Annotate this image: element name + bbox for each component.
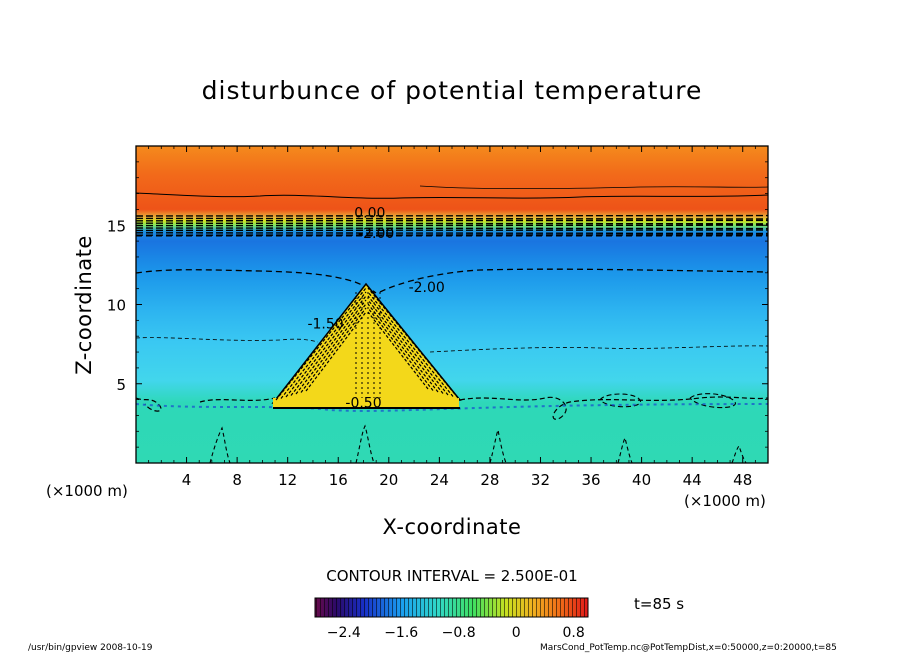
x-tick-label: 44 <box>683 471 702 489</box>
x-tick-label: 48 <box>733 471 752 489</box>
contour-label: -2.00 <box>358 226 394 242</box>
mountain-contour <box>300 307 367 393</box>
colorbar-stripes <box>315 598 588 617</box>
dense-contour <box>135 222 769 225</box>
colorbar-tick-label: −1.6 <box>384 625 418 641</box>
mountain-base <box>273 398 459 408</box>
colorbar-ticks: −2.4 −1.6 −0.8 0 0.8 <box>327 625 585 641</box>
chart-title: disturbunce of potential temperature <box>201 76 703 105</box>
mountain-contour <box>367 295 449 396</box>
x-tick-label: 8 <box>232 471 242 489</box>
x-tick-label: 24 <box>430 471 449 489</box>
mountain-contour <box>305 311 367 392</box>
x-tick-label: 20 <box>379 471 398 489</box>
dense-contour <box>135 227 769 230</box>
dense-contour <box>135 232 769 235</box>
contour-line <box>135 337 319 343</box>
x-tick-label: 40 <box>632 471 651 489</box>
z-axis-unit: (×1000 m) <box>46 482 128 500</box>
x-tick-label: 36 <box>581 471 600 489</box>
mountain-hatch <box>273 287 460 409</box>
contour-line <box>199 397 276 403</box>
x-axis-unit: (×1000 m) <box>684 492 766 510</box>
mountain-contour <box>367 303 439 393</box>
x-axis: 4 8 12 16 20 24 28 32 36 40 44 48 <box>148 146 756 489</box>
mountain-contour <box>367 311 429 390</box>
dense-contour-band <box>135 214 769 237</box>
contour-line <box>731 444 747 464</box>
mountain-contour <box>367 291 454 397</box>
y-axis-label: Z-coordinate <box>72 235 96 375</box>
colorbar-tick-label: −2.4 <box>327 625 361 641</box>
mountain-contour <box>275 287 367 401</box>
contour-line <box>135 403 769 412</box>
colorbar-tick-label: 0.8 <box>562 625 584 641</box>
contour-line <box>135 192 769 199</box>
y-tick-label: 10 <box>107 297 126 315</box>
contour-label: 0.00 <box>354 205 385 221</box>
contour-line <box>135 397 162 412</box>
contour-labels: 0.00 -2.00 -2.00 -1.50 -0.50 <box>307 205 444 411</box>
contour-label: -1.50 <box>307 316 343 332</box>
y-tick-label: 5 <box>116 376 126 394</box>
contour-line <box>689 393 736 409</box>
contour-label: -0.50 <box>345 396 381 412</box>
mountain-contour <box>285 295 367 398</box>
x-tick-label: 4 <box>182 471 192 489</box>
mountain-contour <box>367 307 434 391</box>
x-axis-label: X-coordinate <box>382 515 522 539</box>
plot-background <box>136 146 768 463</box>
contour-line <box>429 345 769 353</box>
x-tick-label: 16 <box>329 471 348 489</box>
contour-line <box>209 426 231 464</box>
time-label: t=85 s <box>634 595 685 613</box>
mountain-contour <box>295 303 367 395</box>
contour-interval: CONTOUR INTERVAL = 2.500E-01 <box>326 567 578 585</box>
dense-contour <box>135 217 769 220</box>
footer-right: MarsCond_PotTemp.nc@PotTempDist,x=0:5000… <box>540 643 837 653</box>
contour-line <box>419 185 769 190</box>
mountain-contour <box>280 291 367 399</box>
mountain-contour <box>367 287 459 399</box>
mountain-contour <box>290 299 367 396</box>
contour-line <box>355 424 375 464</box>
colorbar-frame <box>314 597 589 618</box>
x-tick-label: 32 <box>531 471 550 489</box>
x-tick-label: 28 <box>480 471 499 489</box>
contour-label: -2.00 <box>409 280 445 296</box>
colorbar-tick-label: 0 <box>512 625 521 641</box>
contour-line <box>459 396 769 420</box>
y-tick-label: 15 <box>107 217 126 235</box>
colorbar-tick-label: −0.8 <box>442 625 476 641</box>
contour-line <box>489 427 507 464</box>
contour-line <box>617 436 633 464</box>
x-tick-label: 12 <box>278 471 297 489</box>
y-axis: 5 10 15 <box>107 161 768 448</box>
footer-left: /usr/bin/gpview 2008-10-19 <box>28 643 153 653</box>
contour-line <box>379 268 769 293</box>
